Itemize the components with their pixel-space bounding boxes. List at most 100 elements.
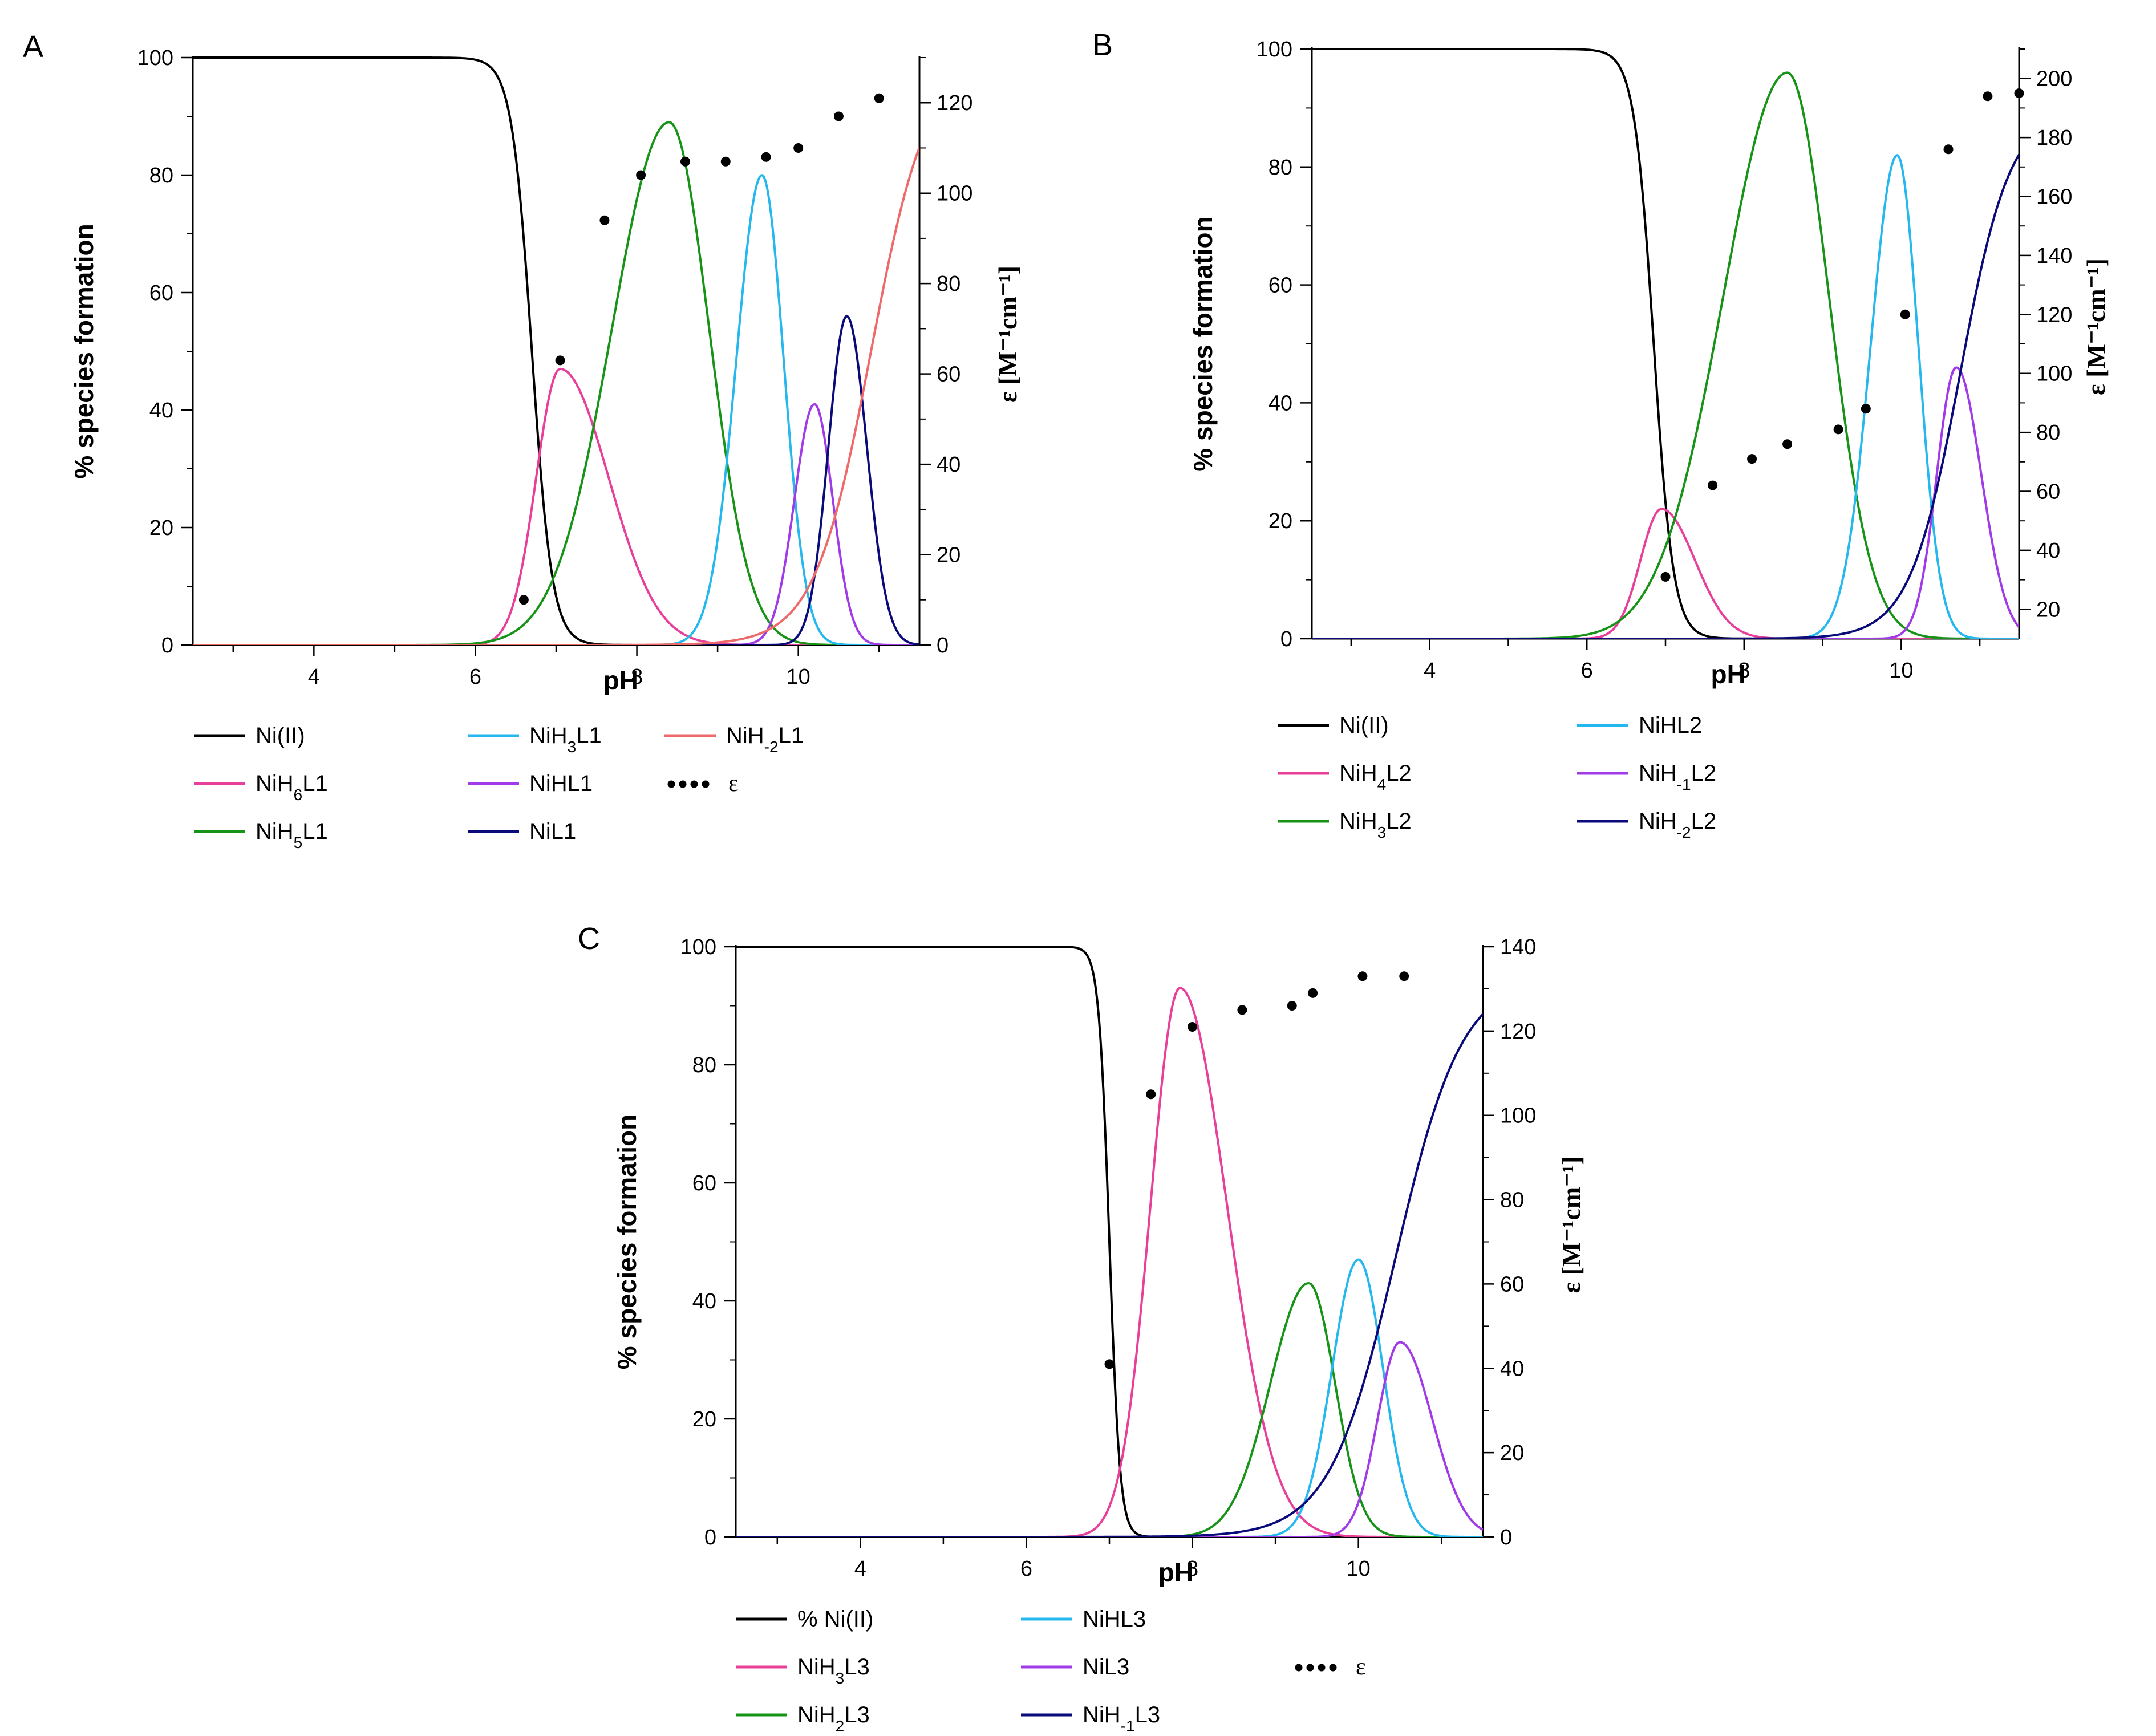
epsilon-point [1399,971,1409,981]
series-line-nih-1l3 [736,1013,1483,1537]
legend-label-nih6l1: NiH6L1 [256,771,328,804]
x-tick-label: 8 [1186,1557,1198,1581]
panel-label: C [578,922,600,956]
y2-tick-label: 100 [1500,1104,1536,1128]
legend-label-nil3: NiL3 [1083,1654,1129,1680]
x-tick-label: 6 [1020,1557,1032,1581]
series-line-nih3l1 [193,174,919,645]
y2-tick-label: 80 [2036,421,2060,445]
y2-tick-label: 100 [2036,362,2072,386]
epsilon-point [1104,1359,1115,1369]
y-tick-label: 0 [1280,627,1292,651]
legend-label-nih-1l3: NiH-1L3 [1083,1702,1160,1735]
y2-tick-label: 0 [937,634,949,658]
series-line-nih2l3 [736,1281,1483,1537]
legend-epsilon-marker [702,780,710,788]
legend-label-nih3l3: NiH3L3 [797,1654,870,1687]
y-axis-title: % species formation [69,224,99,478]
x-axis-title: pH [603,666,638,695]
epsilon-point [1983,91,1993,102]
epsilon-point [1357,971,1368,981]
y-tick-label: 20 [149,516,173,540]
y2-tick-label: 120 [1500,1020,1536,1044]
legend-label-epsilon: ε [1356,1654,1366,1680]
legend-label-epsilon: ε [728,770,739,797]
y2-tick-label: 20 [1500,1441,1524,1465]
y-tick-label: 40 [149,399,173,423]
y2-tick-label: 120 [2036,303,2072,327]
series-line-nih4l2 [1312,508,2019,639]
x-tick-label: 10 [1347,1557,1371,1581]
epsilon-point [833,111,844,121]
y-tick-label: 80 [1269,156,1292,180]
legend-epsilon-marker [1295,1664,1303,1672]
y-tick-label: 60 [149,281,173,305]
x-tick-label: 8 [631,665,643,689]
epsilon-point [1782,439,1793,449]
legend-label-nihl2: NiHL2 [1639,713,1702,738]
series-line-ni-ii [1312,48,2019,639]
legend-label-nih4l2: NiH4L2 [1339,761,1412,793]
legend-label-nih-2l2: NiH-2L2 [1639,809,1716,841]
legend-epsilon-marker [667,780,675,788]
x-tick-label: 4 [308,665,320,689]
y-tick-label: 80 [149,164,173,188]
epsilon-point [874,93,884,103]
series-line-nihl1 [193,403,919,645]
legend-label-ni-ii: Ni(II) [1339,713,1389,738]
legend-label-nih-2l1: NiH-2L1 [726,723,804,756]
y-axis-title: % species formation [612,1114,642,1369]
epsilon-point [680,156,690,167]
x-axis-title: pH [1158,1557,1193,1587]
chart-panel-c: C4 6 8 10020406080100020406080100120140pH% … [578,922,1586,1735]
legend-epsilon-marker [1306,1664,1314,1672]
epsilon-point [720,156,731,167]
panel-label: A [23,30,43,64]
x-tick-label: 6 [1581,659,1593,683]
x-axis-title: pH [1711,659,1746,689]
chart-panel-b: B4 6 8 100204060801002040608010012014016018… [1092,28,2110,841]
x-tick-label: 8 [1738,659,1750,683]
legend-label-nih2l3: NiH2L3 [797,1702,870,1735]
epsilon-point [555,355,565,366]
epsilon-point [1287,1001,1297,1011]
y2-tick-label: 60 [2036,480,2060,504]
y2-tick-label: 80 [937,272,961,296]
legend-label-ni-ii: % Ni(II) [797,1607,873,1632]
y2-tick-label: 40 [2036,539,2060,563]
series-line-nil3 [736,1341,1483,1537]
legend-label-nih3l2: NiH3L2 [1339,809,1412,841]
legend-label-nihl1: NiHL1 [529,771,593,796]
series-line-ni-ii [736,946,1483,1537]
epsilon-point [1146,1089,1156,1100]
epsilon-point [599,215,610,225]
y-tick-label: 40 [1269,391,1292,415]
y-tick-label: 20 [692,1408,716,1431]
y2-tick-label: 120 [937,91,972,115]
y-tick-label: 0 [704,1526,716,1550]
epsilon-point [1660,571,1671,582]
legend-label-nil1: NiL1 [529,819,576,844]
x-tick-label: 4 [854,1557,866,1581]
epsilon-point [1708,480,1718,490]
legend-label-nih-1l2: NiH-1L2 [1639,761,1716,793]
legend-epsilon-marker [1318,1664,1326,1672]
epsilon-point [2014,88,2024,99]
epsilon-point [761,152,771,162]
y2-tick-label: 200 [2036,67,2072,91]
y2-tick-label: 80 [1500,1189,1524,1212]
panel-label: B [1092,28,1113,62]
y-tick-label: 0 [161,634,173,658]
epsilon-point [1308,988,1318,998]
y-axis-title: % species formation [1188,216,1218,471]
series-line-nih3l3 [736,987,1483,1537]
y2-tick-label: 20 [937,543,961,567]
y2-axis-title: ε [M⁻¹cm⁻¹] [993,266,1022,403]
y2-tick-label: 40 [937,453,961,477]
y2-tick-label: 140 [2036,244,2072,268]
y-tick-label: 100 [680,935,716,959]
epsilon-point [1237,1005,1247,1015]
epsilon-point [1900,309,1910,319]
